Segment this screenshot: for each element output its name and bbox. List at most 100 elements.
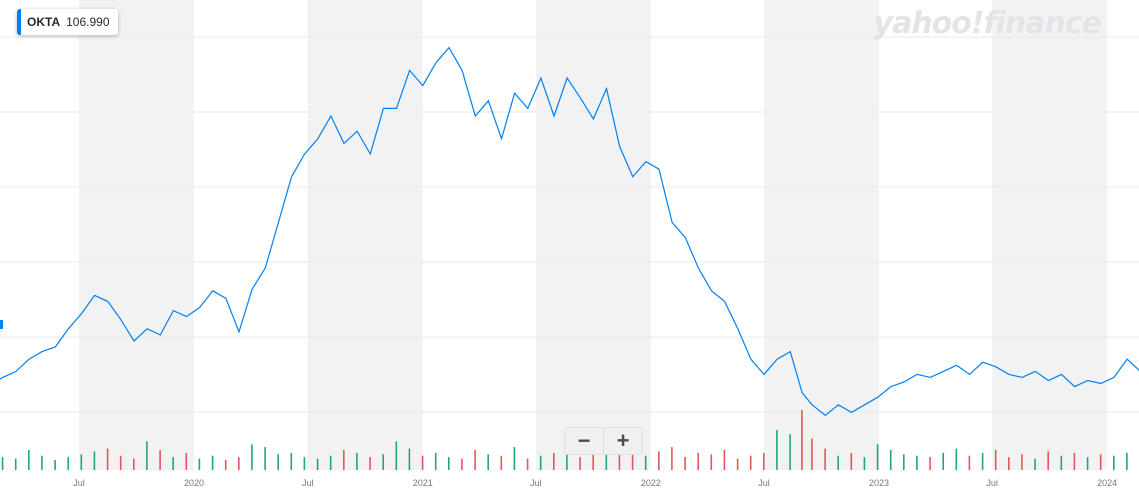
volume-bar — [224, 460, 227, 470]
zoom-in-button[interactable]: + — [603, 428, 642, 454]
volume-bar — [876, 444, 879, 470]
volume-bar — [172, 457, 174, 470]
year-band — [307, 0, 423, 470]
volume-bar — [697, 452, 699, 470]
x-tick-label: Jul — [73, 478, 85, 488]
x-tick-label: Jul — [758, 478, 770, 488]
volume-bar — [526, 458, 529, 470]
volume-bar — [434, 452, 437, 470]
volume-bar — [955, 448, 958, 470]
volume-bar — [461, 458, 463, 470]
volume-bar — [1086, 457, 1089, 470]
volume-bar — [539, 455, 542, 470]
x-tick-label: Jul — [530, 478, 542, 488]
ticker-badge[interactable]: OKTA 106.990 — [17, 9, 118, 35]
volume-bar — [251, 444, 253, 470]
volume-bar — [929, 457, 931, 470]
volume-bar — [605, 448, 608, 470]
price-line — [0, 46, 1139, 417]
volume-bar — [776, 430, 778, 470]
volume-bar — [1126, 452, 1128, 470]
volume-bar — [631, 452, 634, 470]
volume-bar — [579, 457, 581, 470]
volume-bar — [28, 450, 30, 470]
volume-bar — [710, 454, 713, 470]
volume-bar — [211, 455, 214, 470]
volume-bar — [1047, 451, 1049, 470]
year-band — [764, 0, 879, 470]
volume-bar — [382, 454, 384, 470]
volume-bar — [863, 457, 866, 470]
volume-bar — [41, 455, 43, 470]
volume-bar — [408, 448, 411, 470]
volume-bar — [889, 450, 892, 470]
volume-bar — [1099, 454, 1102, 470]
volume-bar — [811, 438, 813, 470]
volume-bar — [14, 458, 17, 470]
volume-bar — [159, 450, 161, 470]
volume-bar — [421, 455, 424, 470]
volume-bar — [395, 441, 398, 470]
volume-bar — [1113, 455, 1115, 470]
volume-bar — [1073, 452, 1076, 470]
x-tick-label: Jul — [986, 478, 998, 488]
volume-bar — [513, 447, 516, 470]
x-axis: Jul 2020 Jul 2021 Jul 2022 Jul 2023 Jul 2024 — [73, 478, 1117, 488]
volume-bar — [277, 454, 279, 470]
volume-bar — [198, 458, 201, 470]
year-band — [535, 0, 651, 470]
current-price-marker — [0, 320, 3, 329]
volume-bar — [133, 458, 135, 470]
x-tick-label: 2020 — [184, 478, 204, 488]
volume-bar — [329, 455, 332, 470]
volume-bar — [592, 454, 594, 470]
volume-bar — [316, 458, 319, 470]
volume-bar — [968, 455, 971, 470]
volume-bar — [343, 450, 345, 470]
volume-bars — [1, 410, 1128, 470]
volume-bar — [618, 444, 621, 470]
volume-bar — [119, 455, 122, 470]
volume-bar — [566, 450, 568, 470]
volume-bar — [801, 410, 803, 470]
volume-bar — [500, 455, 503, 470]
volume-bar — [67, 457, 69, 470]
volume-bar — [1060, 455, 1063, 470]
volume-bar — [684, 457, 686, 470]
volume-bar — [903, 454, 905, 470]
zoom-out-button[interactable]: − — [577, 428, 591, 453]
volume-bar — [1008, 457, 1010, 470]
volume-bar — [942, 452, 944, 470]
yahoo-finance-logo: yahoo!finance — [873, 6, 1102, 41]
volume-bar — [185, 452, 188, 470]
volume-bar — [916, 455, 918, 470]
volume-bar — [789, 434, 791, 470]
volume-bar — [1034, 458, 1036, 470]
year-band — [79, 0, 194, 470]
volume-bar — [290, 452, 293, 470]
volume-bar — [369, 457, 371, 470]
volume-bar — [850, 452, 853, 470]
volume-bar — [824, 448, 826, 470]
x-tick-label: 2021 — [413, 478, 433, 488]
volume-bar — [54, 460, 56, 470]
volume-bar — [80, 454, 83, 470]
zoom-controls: − + — [564, 427, 643, 455]
volume-bar — [994, 450, 997, 470]
volume-bar — [644, 455, 647, 470]
volume-bar — [723, 450, 726, 470]
volume-bar — [303, 457, 306, 470]
ticker-symbol: OKTA — [27, 15, 61, 29]
volume-bar — [553, 452, 555, 470]
year-band — [992, 0, 1108, 470]
gridlines — [0, 36, 1139, 413]
volume-bar — [736, 458, 739, 470]
volume-bar — [238, 457, 240, 470]
x-tick-label: Jul — [302, 478, 314, 488]
x-tick-label: 2022 — [641, 478, 661, 488]
year-bands — [79, 0, 1108, 470]
volume-bar — [1021, 454, 1023, 470]
volume-bar — [106, 448, 109, 470]
